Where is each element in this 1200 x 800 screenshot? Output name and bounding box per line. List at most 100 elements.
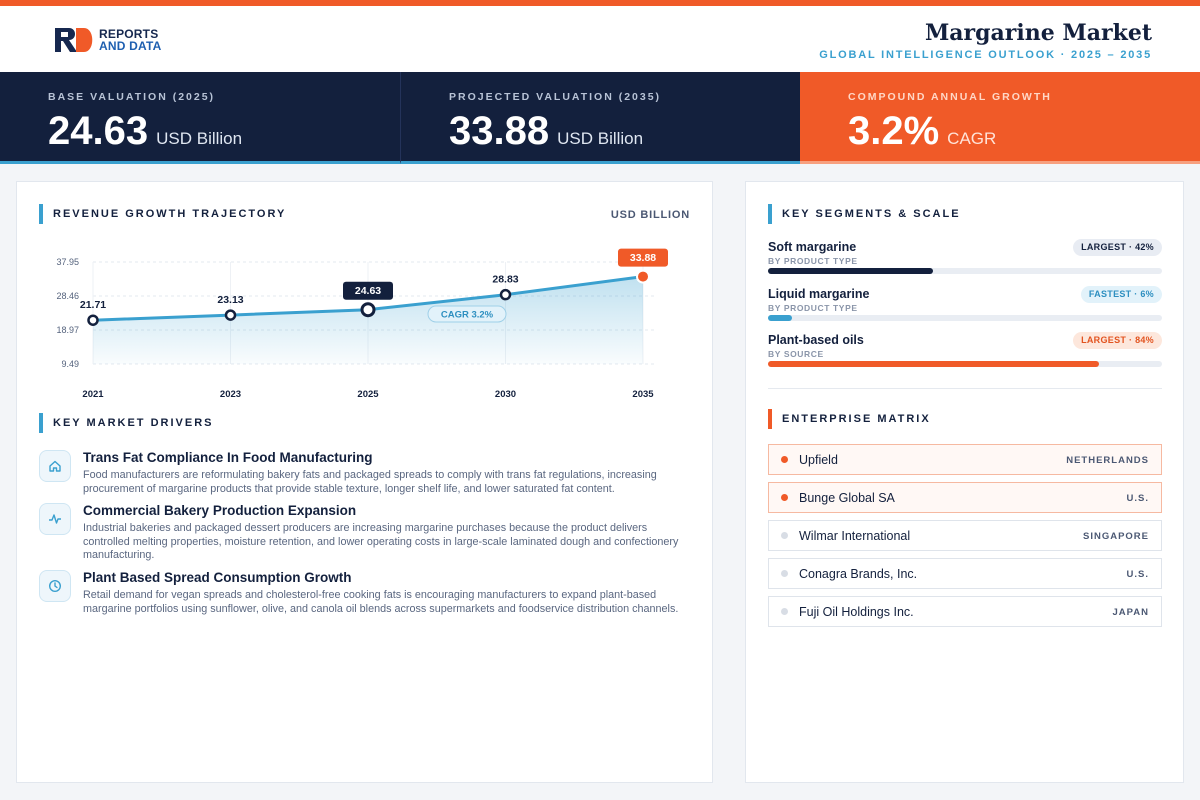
top-accent-bar [0,0,1200,6]
driver-text: Industrial bakeries and packaged dessert… [83,522,679,561]
stat-unit: CAGR [947,129,997,148]
enterprise-country: JAPAN [1112,607,1149,618]
cagr-pill: CAGR 3.2% [427,305,507,323]
enterprise-country: SINGAPORE [1082,531,1149,542]
data-label: 23.13 [217,294,243,306]
enterprise-heading: ENTERPRISE MATRIX [768,409,931,429]
right-panel: KEY SEGMENTS & SCALE Soft margarine BY P… [745,181,1184,783]
status-dot-icon [781,532,788,539]
enterprise-country: U.S. [1126,493,1149,504]
status-dot-icon [781,494,788,501]
logo-line-2: AND DATA [99,39,162,53]
driver-title: Trans Fat Compliance In Food Manufacturi… [83,450,373,465]
enterprise-name: Fuji Oil Holdings Inc. [799,605,914,619]
segment-badge: LARGEST · 42% [1073,239,1162,256]
segment-category: BY SOURCE [768,349,824,359]
drivers-heading: KEY MARKET DRIVERS [39,413,213,433]
segment-track [768,361,1162,367]
stat-unit: USD Billion [156,129,243,148]
enterprise-name: Wilmar International [799,529,911,543]
driver-title: Commercial Bakery Production Expansion [83,503,357,518]
enterprise-name: Conagra Brands, Inc. [799,567,918,581]
stats-strip: BASE VALUATION (2025) 24.63 USD Billion P… [0,72,1200,164]
status-dot-icon [781,608,788,615]
enterprise-row-fuji-oil[interactable]: Fuji Oil Holdings Inc. JAPAN [768,596,1162,627]
enterprise-country: NETHERLANDS [1066,455,1149,466]
segment-badge: FASTEST · 6% [1080,286,1162,303]
logo-line-1: REPORTS [99,27,159,41]
data-label-badge [343,281,393,300]
y-tick-label: 28.46 [56,291,79,301]
enterprise-country: U.S. [1126,569,1149,580]
enterprise-row-wilmar[interactable]: Wilmar International SINGAPORE [768,520,1162,551]
data-point [499,288,512,301]
segment-fill [768,268,934,274]
stat-projected-valuation: PROJECTED VALUATION (2035) 33.88 USD Bill… [400,72,800,164]
data-label: 28.83 [492,274,518,286]
stat-label: BASE VALUATION (2025) [48,91,216,103]
segment-track [768,315,1162,321]
segment-item: Soft margarine BY PRODUCT TYPE LARGEST ·… [768,239,1162,284]
status-dot-icon [781,456,788,463]
segment-category: BY PRODUCT TYPE [768,303,858,313]
brand-logo[interactable]: REPORTS AND DATA [55,26,175,56]
y-tick-label: 9.49 [61,359,79,369]
home-icon [39,450,71,482]
x-tick-label: 2030 [495,389,516,400]
segment-name: Liquid margarine [768,287,870,301]
header: REPORTS AND DATA Margarine Market GLOBAL… [0,6,1200,72]
segment-category: BY PRODUCT TYPE [768,256,858,266]
data-point [636,269,650,284]
segment-fill [768,361,1099,367]
data-label: 21.71 [80,299,106,311]
data-point [87,314,99,326]
data-point [360,302,376,318]
stat-value: 3.2% [848,109,940,153]
left-panel: REVENUE GROWTH TRAJECTORY USD BILLION 37… [16,181,713,783]
enterprise-row-conagra[interactable]: Conagra Brands, Inc. U.S. [768,558,1162,589]
enterprise-row-upfield[interactable]: Upfield NETHERLANDS [768,444,1162,475]
status-dot-icon [781,570,788,577]
revenue-heading: REVENUE GROWTH TRAJECTORY [39,204,286,224]
data-label: 33.88 [630,252,656,264]
page-subtitle: GLOBAL INTELLIGENCE OUTLOOK · 2025 – 203… [819,49,1152,61]
cagr-pill-label: CAGR 3.2% [441,310,494,321]
enterprise-name: Bunge Global SA [799,491,895,505]
driver-text: Retail demand for vegan spreads and chol… [83,589,679,615]
segment-badge: LARGEST · 84% [1073,332,1162,349]
data-point [224,309,237,321]
x-tick-label: 2023 [220,389,241,400]
section-divider [768,388,1162,389]
data-label-badge [618,248,668,267]
segment-track [768,268,1162,274]
driver-text: Food manufacturers are reformulating bak… [83,469,657,495]
enterprise-row-bunge[interactable]: Bunge Global SA U.S. [768,482,1162,513]
enterprise-name: Upfield [799,453,838,467]
segments-heading: KEY SEGMENTS & SCALE [768,204,961,224]
x-tick-label: 2035 [632,389,654,400]
x-tick-label: 2021 [82,389,104,400]
stat-cagr: COMPOUND ANNUAL GROWTH 3.2% CAGR [800,72,1200,164]
segment-item: Liquid margarine BY PRODUCT TYPE FASTEST… [768,286,1162,331]
stat-value: 33.88 [449,109,550,153]
stat-value: 24.63 [48,109,149,153]
data-label: 24.63 [355,285,381,297]
stat-label: COMPOUND ANNUAL GROWTH [848,91,1052,103]
segment-name: Plant-based oils [768,333,864,347]
page-title: Margarine Market [924,20,1152,46]
chart-unit-label: USD BILLION [610,209,690,221]
logo-text: REPORTS AND DATA [99,28,161,52]
segment-item: Plant-based oils BY SOURCE LARGEST · 84% [768,332,1162,377]
y-tick-label: 18.97 [56,325,79,335]
stat-label: PROJECTED VALUATION (2035) [449,91,662,103]
stat-base-valuation: BASE VALUATION (2025) 24.63 USD Billion [0,72,400,164]
y-tick-label: 37.95 [56,257,79,267]
clock-icon [39,570,71,602]
logo-mark-icon [55,28,93,52]
stat-unit: USD Billion [557,129,644,148]
x-tick-label: 2025 [357,389,379,400]
segment-name: Soft margarine [768,240,857,254]
segment-fill [768,315,792,321]
driver-title: Plant Based Spread Consumption Growth [83,570,352,585]
